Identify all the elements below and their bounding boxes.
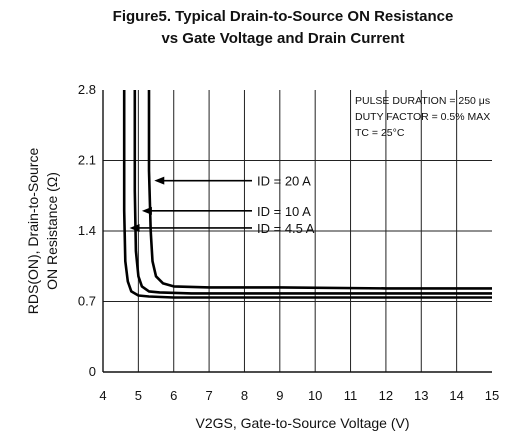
tick-labels: 4 5 6 7 8 9 10 11 12 13 14 15 0 0.7 1.4 2.1 2.8	[78, 82, 499, 403]
y-tick-label: 2.8	[78, 82, 96, 97]
x-tick-label: 15	[485, 388, 499, 403]
x-tick-label: 13	[414, 388, 428, 403]
x-tick-label: 14	[449, 388, 463, 403]
y-axis-label-line2: ON Resistance (Ω)	[44, 172, 60, 290]
x-axis-label: V2GS, Gate-to-Source Voltage (V)	[196, 415, 410, 431]
x-tick-label: 12	[379, 388, 393, 403]
test-condition-line: TC = 25°C	[355, 127, 405, 139]
series-annotation-label: ID = 20 A	[257, 174, 311, 189]
x-tick-label: 5	[135, 388, 142, 403]
x-tick-label: 8	[241, 388, 248, 403]
series-annotation-label: ID = 4.5 A	[257, 221, 315, 236]
x-tick-label: 11	[344, 388, 358, 403]
annotation-arrow-head	[129, 223, 140, 232]
test-condition-line: DUTY FACTOR = 0.5% MAX	[355, 111, 490, 123]
series-line	[133, 90, 492, 295]
test-condition-line: PULSE DURATION = 250 μs	[355, 95, 490, 107]
series-line	[122, 90, 492, 299]
y-tick-label: 2.1	[78, 153, 96, 168]
annotation-arrow-head	[141, 206, 152, 215]
axes	[102, 90, 492, 373]
x-tick-label: 6	[170, 388, 177, 403]
series-annotation-label: ID = 10 A	[257, 204, 311, 219]
x-tick-label: 9	[276, 388, 283, 403]
y-tick-label: 0	[89, 364, 96, 379]
x-tick-label: 4	[99, 388, 106, 403]
chart-subtitle: vs Gate Voltage and Drain Current	[161, 30, 405, 47]
annotation-arrow-head	[154, 176, 165, 185]
chart-title: Figure5. Typical Drain-to-Source ON Resi…	[112, 8, 454, 25]
test-conditions: PULSE DURATION = 250 μs DUTY FACTOR = 0.5…	[355, 95, 490, 139]
x-tick-label: 10	[308, 388, 322, 403]
x-tick-label: 7	[205, 388, 212, 403]
grid	[103, 90, 492, 372]
y-tick-label: 0.7	[78, 294, 96, 309]
annotations: ID = 20 A ID = 10 A ID = 4.5 A	[129, 174, 315, 236]
y-tick-label: 1.4	[78, 223, 96, 238]
y-axis-label-line1: RDS(ON), Drain-to-Source	[25, 148, 41, 315]
